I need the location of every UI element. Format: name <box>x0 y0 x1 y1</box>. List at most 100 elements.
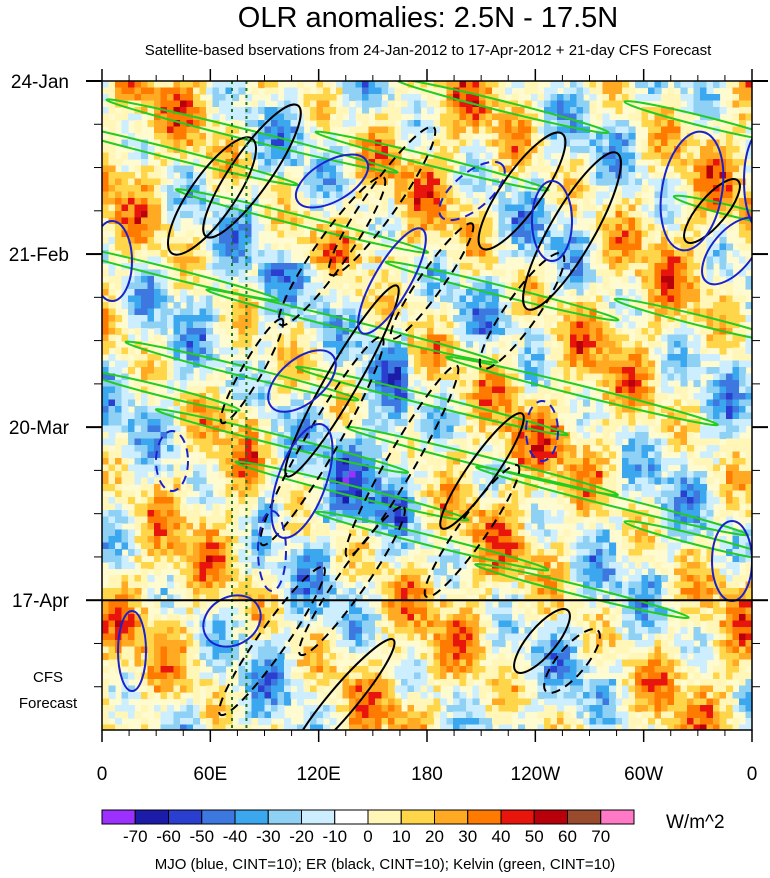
anomaly-cell <box>440 191 448 199</box>
anomaly-cell <box>199 146 207 154</box>
anomaly-cell <box>193 399 201 407</box>
anomaly-cell <box>576 172 584 180</box>
anomaly-cell <box>193 308 201 316</box>
anomaly-cell <box>310 328 318 336</box>
anomaly-cell <box>414 204 422 212</box>
anomaly-cell <box>459 380 467 388</box>
anomaly-cell <box>654 198 662 206</box>
anomaly-cell <box>394 224 402 232</box>
anomaly-cell <box>329 94 337 102</box>
anomaly-cell <box>219 230 227 238</box>
anomaly-cell <box>115 412 123 420</box>
anomaly-cell <box>121 458 129 466</box>
anomaly-cell <box>615 412 623 420</box>
anomaly-cell <box>245 432 253 440</box>
anomaly-cell <box>186 211 194 219</box>
anomaly-cell <box>342 464 350 472</box>
anomaly-cell <box>219 211 227 219</box>
anomaly-cell <box>355 334 363 342</box>
anomaly-cell <box>609 230 617 238</box>
anomaly-cell <box>225 87 233 95</box>
anomaly-cell <box>193 347 201 355</box>
anomaly-cell <box>498 172 506 180</box>
anomaly-cell <box>108 159 116 167</box>
anomaly-cell <box>219 412 227 420</box>
anomaly-cell <box>342 451 350 459</box>
anomaly-cell <box>199 399 207 407</box>
anomaly-cell <box>531 217 539 225</box>
anomaly-cell <box>232 211 240 219</box>
anomaly-cell <box>563 321 571 329</box>
anomaly-cell <box>316 230 324 238</box>
anomaly-cell <box>329 380 337 388</box>
anomaly-cell <box>225 139 233 147</box>
anomaly-cell <box>680 354 688 362</box>
anomaly-cell <box>271 152 279 160</box>
anomaly-cell <box>251 107 259 115</box>
anomaly-cell <box>355 159 363 167</box>
anomaly-cell <box>687 191 695 199</box>
anomaly-cell <box>654 87 662 95</box>
anomaly-cell <box>186 386 194 394</box>
anomaly-cell <box>687 399 695 407</box>
anomaly-cell <box>524 152 532 160</box>
anomaly-cell <box>173 165 181 173</box>
anomaly-cell <box>602 120 610 128</box>
anomaly-cell <box>284 256 292 264</box>
anomaly-cell <box>492 464 500 472</box>
anomaly-cell <box>420 100 428 108</box>
anomaly-cell <box>440 172 448 180</box>
anomaly-cell <box>375 471 383 479</box>
anomaly-cell <box>193 250 201 258</box>
anomaly-cell <box>466 224 474 232</box>
anomaly-cell <box>466 198 474 206</box>
anomaly-cell <box>485 172 493 180</box>
anomaly-cell <box>628 256 636 264</box>
anomaly-cell <box>745 302 752 310</box>
anomaly-cell <box>251 230 259 238</box>
anomaly-cell <box>745 107 752 115</box>
anomaly-cell <box>310 438 318 446</box>
anomaly-cell <box>336 87 344 95</box>
anomaly-cell <box>277 204 285 212</box>
anomaly-cell <box>472 250 480 258</box>
anomaly-cell <box>531 399 539 407</box>
anomaly-cell <box>739 295 747 303</box>
anomaly-cell <box>732 373 740 381</box>
anomaly-cell <box>154 172 162 180</box>
anomaly-cell <box>401 87 409 95</box>
anomaly-cell <box>628 386 636 394</box>
anomaly-cell <box>706 178 714 186</box>
anomaly-cell <box>661 334 669 342</box>
anomaly-cell <box>362 204 370 212</box>
anomaly-cell <box>102 185 110 193</box>
anomaly-cell <box>492 81 500 89</box>
anomaly-cell <box>459 120 467 128</box>
anomaly-cell <box>531 87 539 95</box>
anomaly-cell <box>245 152 253 160</box>
anomaly-cell <box>349 172 357 180</box>
anomaly-cell <box>277 282 285 290</box>
anomaly-cell <box>466 120 474 128</box>
anomaly-cell <box>186 120 194 128</box>
anomaly-cell <box>160 230 168 238</box>
anomaly-cell <box>446 406 454 414</box>
anomaly-cell <box>648 367 656 375</box>
anomaly-cell <box>485 412 493 420</box>
anomaly-cell <box>134 412 142 420</box>
anomaly-cell <box>284 412 292 420</box>
anomaly-cell <box>102 438 110 446</box>
anomaly-cell <box>492 204 500 212</box>
anomaly-cell <box>206 237 214 245</box>
anomaly-cell <box>713 302 721 310</box>
anomaly-cell <box>206 133 214 141</box>
anomaly-cell <box>544 152 552 160</box>
anomaly-cell <box>505 126 513 134</box>
anomaly-cell <box>524 334 532 342</box>
anomaly-cell <box>492 412 500 420</box>
anomaly-cell <box>511 380 519 388</box>
anomaly-cell <box>141 438 149 446</box>
anomaly-cell <box>115 393 123 401</box>
anomaly-cell <box>219 289 227 297</box>
anomaly-cell <box>271 412 279 420</box>
